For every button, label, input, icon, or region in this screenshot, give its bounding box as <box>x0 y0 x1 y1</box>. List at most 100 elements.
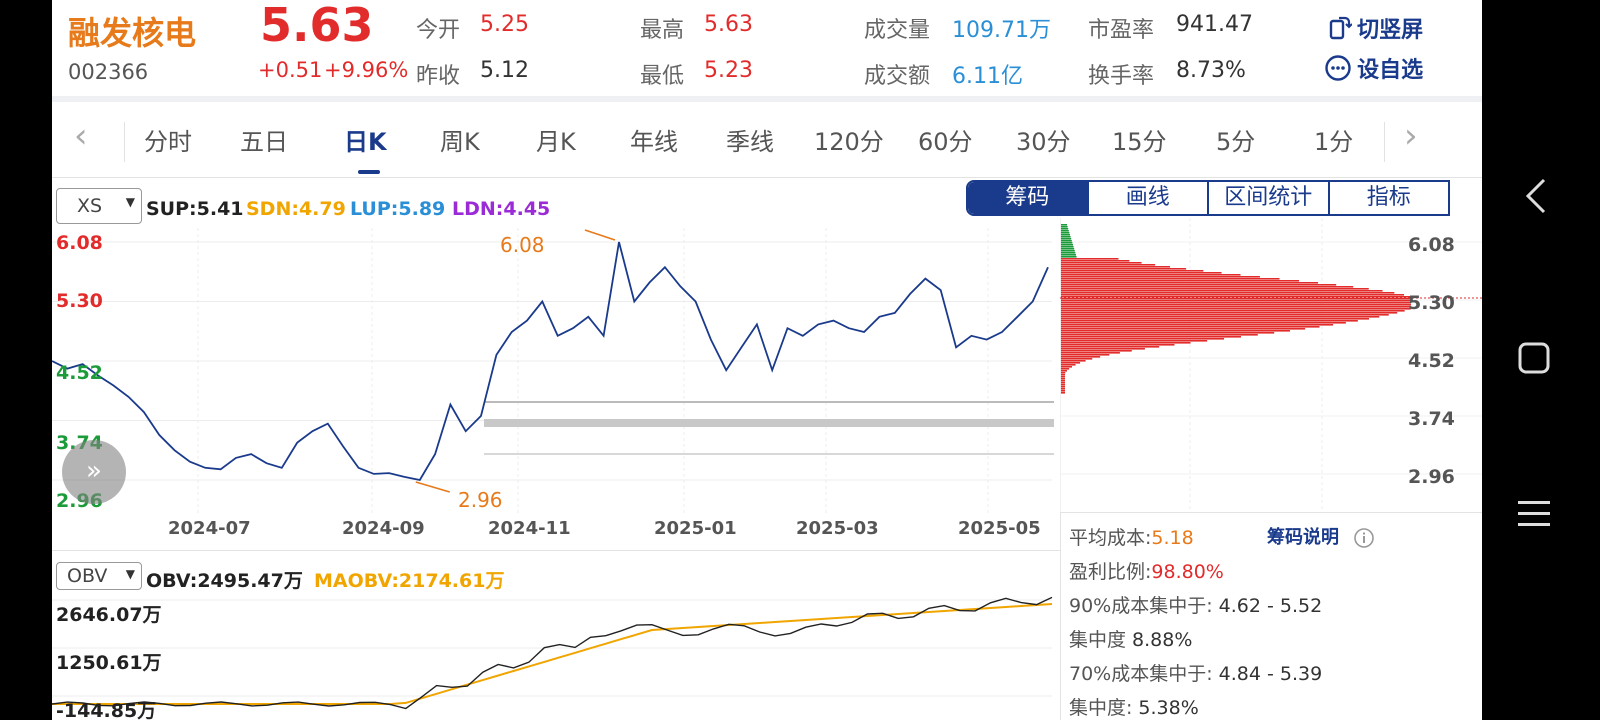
close-price-line <box>52 241 1049 482</box>
main-indicator-select-value: XS <box>77 195 103 217</box>
chip-bar <box>1061 274 1241 276</box>
chip-bar <box>1061 312 1398 314</box>
chip-bar-green <box>1061 252 1076 254</box>
chip-bar <box>1061 296 1411 298</box>
chip-bar <box>1061 272 1222 274</box>
period-tab[interactable]: 120分 <box>814 128 884 156</box>
back-icon[interactable] <box>1524 178 1548 214</box>
turnover-label: 换手率 <box>1088 64 1155 89</box>
chip-bar <box>1061 258 1119 260</box>
chevron-down-icon: ▼ <box>125 195 135 209</box>
chip-bar-green <box>1061 224 1067 226</box>
period-tab[interactable]: 15分 <box>1112 128 1167 156</box>
chip-help-link[interactable]: 筹码说明 <box>1267 523 1375 549</box>
chip-bar <box>1061 302 1411 304</box>
chip-bar <box>1061 308 1411 310</box>
chip-bar <box>1061 348 1145 350</box>
chip-bar-green <box>1061 250 1075 252</box>
support-band <box>484 419 1054 427</box>
chip-bar <box>1061 368 1070 370</box>
add-watchlist-button[interactable]: 设自选 <box>1324 52 1423 84</box>
tab-chips[interactable]: 筹码 <box>968 182 1087 214</box>
amount-value: 6.11亿 <box>952 64 1023 89</box>
obv-divider <box>52 550 1060 551</box>
obv-line <box>52 596 1053 710</box>
volume-label: 成交量 <box>864 18 931 43</box>
tab-scroll-left-icon[interactable]: ‹ <box>74 116 88 156</box>
period-tab[interactable]: 30分 <box>1016 128 1071 156</box>
chip-bar <box>1061 344 1175 346</box>
chip-bar-green <box>1061 248 1075 250</box>
obv-y-label-1: 2646.07万 <box>56 604 162 626</box>
tab-range-stats[interactable]: 区间统计 <box>1207 182 1328 214</box>
max-price-annotation: 6.08 <box>500 233 545 257</box>
period-tab[interactable]: 日K <box>344 128 387 156</box>
concentration70-label: 集中度: <box>1069 697 1133 719</box>
home-icon[interactable] <box>1518 342 1550 374</box>
period-tab[interactable]: 季线 <box>726 128 774 156</box>
chip-bar <box>1061 322 1346 324</box>
kline-chart[interactable] <box>52 228 1060 548</box>
price-change: +0.51 <box>258 58 323 82</box>
period-tab[interactable]: 1分 <box>1314 128 1354 156</box>
chip-bar <box>1061 264 1156 266</box>
prev-close-value: 5.12 <box>480 58 529 83</box>
more-circle-icon <box>1325 55 1351 81</box>
chip-bar <box>1061 328 1306 330</box>
chip-bar <box>1061 260 1130 262</box>
recents-menu-icon[interactable] <box>1518 500 1550 528</box>
period-tab[interactable]: 月K <box>536 128 576 156</box>
sub-indicator-select-value: OBV <box>67 565 108 587</box>
chip-y-label-4: 3.74 <box>1408 408 1455 430</box>
period-tab[interactable]: 5分 <box>1216 128 1256 156</box>
tab-divider-right <box>1384 122 1385 162</box>
volume-value: 109.71万 <box>952 18 1051 43</box>
chip-bar <box>1061 292 1395 294</box>
tab-divider-left <box>124 122 125 162</box>
chip-bar <box>1061 358 1093 360</box>
obv-value: OBV:2495.47万 <box>146 570 303 592</box>
chip-bar <box>1061 282 1319 284</box>
tab-scroll-right-icon[interactable]: › <box>1404 116 1418 156</box>
chip-bar <box>1061 382 1065 384</box>
low-label: 最低 <box>640 64 685 89</box>
avg-cost-label: 平均成本: <box>1069 527 1152 549</box>
chip-bar-green <box>1061 240 1072 242</box>
period-tab[interactable]: 五日 <box>240 128 288 156</box>
main-indicator-select[interactable]: XS ▼ <box>56 188 142 224</box>
stock-code: 002366 <box>68 60 149 84</box>
concentration90-value: 8.88% <box>1132 629 1193 651</box>
chip-bar <box>1061 324 1334 326</box>
chip-bar <box>1061 334 1258 336</box>
chip-y-label-3: 4.52 <box>1408 350 1455 372</box>
maobv-value: MAOBV:2174.61万 <box>314 570 505 592</box>
chip-bar <box>1061 366 1072 368</box>
period-tab[interactable]: 60分 <box>918 128 973 156</box>
stock-app: 融发核电 002366 5.63 +0.51 +9.96% 今开 5.25 昨收… <box>52 0 1482 720</box>
pe-label: 市盈率 <box>1088 18 1155 43</box>
chip-bar-green <box>1061 244 1073 246</box>
obv-chart[interactable] <box>52 592 1060 720</box>
chip-bar <box>1061 356 1101 358</box>
chip-bar <box>1061 370 1067 372</box>
x-label-5: 2025-03 <box>796 518 879 539</box>
chip-bar <box>1061 268 1187 270</box>
chip-distribution-chart[interactable] <box>1060 218 1482 512</box>
rotate-screen-button[interactable]: 切竖屏 <box>1326 12 1423 44</box>
period-tab[interactable]: 分时 <box>144 128 192 156</box>
chip-bar <box>1061 378 1065 380</box>
period-tab[interactable]: 年线 <box>630 128 678 156</box>
chip-bar <box>1061 330 1290 332</box>
chip-bar-green <box>1061 246 1074 248</box>
obv-y-label-3: -144.85万 <box>56 700 157 720</box>
chip-bar <box>1061 362 1081 364</box>
open-value: 5.25 <box>480 12 529 37</box>
tab-indicators[interactable]: 指标 <box>1327 182 1449 214</box>
chip-bar <box>1061 280 1300 282</box>
period-tab[interactable]: 周K <box>440 128 480 156</box>
tab-drawing[interactable]: 画线 <box>1086 182 1208 214</box>
y-label-2: 5.30 <box>56 290 103 312</box>
sub-indicator-select[interactable]: OBV ▼ <box>56 562 142 590</box>
chip-bar <box>1061 350 1132 352</box>
floating-expand-button[interactable]: » <box>62 440 126 504</box>
